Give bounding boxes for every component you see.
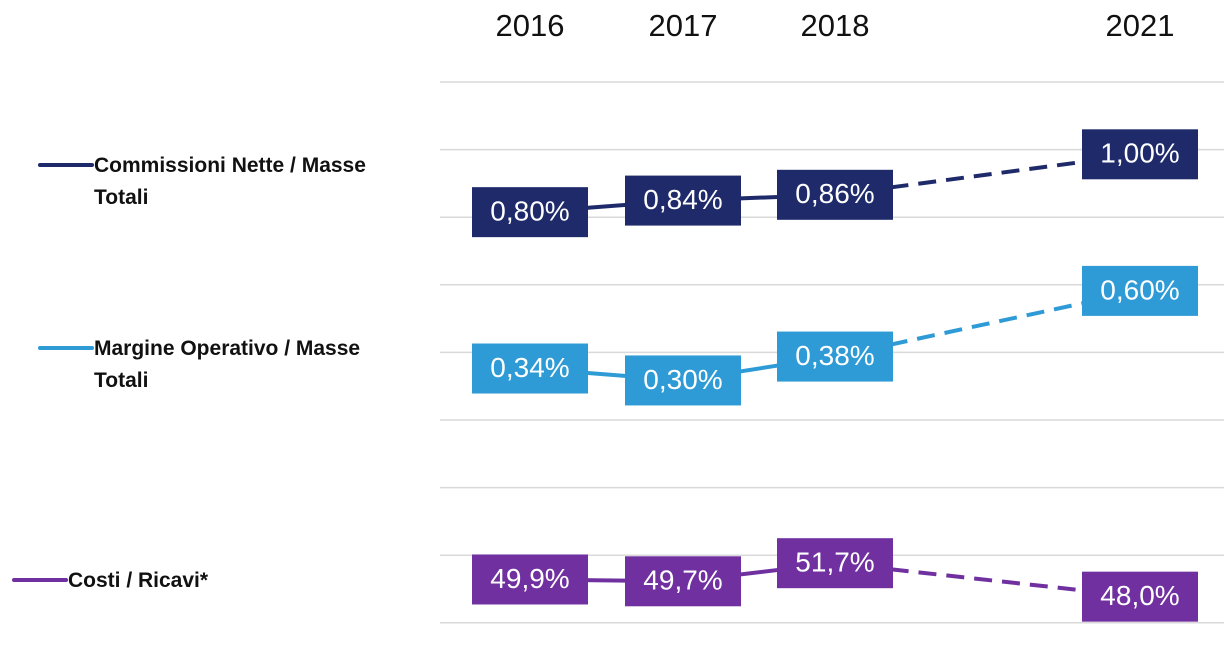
data-label: 0,80% [490, 196, 569, 227]
data-label: 0,38% [795, 340, 874, 371]
data-label-box [472, 343, 588, 394]
data-label-box [472, 187, 588, 238]
data-label-box [472, 554, 588, 605]
data-label: 0,30% [643, 364, 722, 395]
data-label-box [777, 169, 893, 220]
data-label-box [625, 355, 741, 406]
data-label: 49,9% [490, 563, 569, 594]
data-label-box [1082, 571, 1198, 622]
data-label: 1,00% [1100, 138, 1179, 169]
x-tick-label: 2016 [496, 8, 565, 43]
legend-label: Margine Operativo / Masse Totali [94, 337, 361, 392]
data-label-box [625, 556, 741, 607]
legend-swatch [38, 346, 94, 350]
legend-item: Margine Operativo / Masse Totali [38, 333, 394, 397]
data-label: 48,0% [1100, 580, 1179, 611]
x-tick-label: 2017 [649, 8, 718, 43]
data-label-box [777, 538, 893, 589]
legend-label: Costi / Ricavi* [68, 569, 209, 592]
data-label-box [1082, 265, 1198, 316]
legend-item: Commissioni Nette / Masse Totali [38, 150, 394, 214]
data-label-box [625, 175, 741, 226]
legend-item: Costi / Ricavi* [12, 565, 368, 597]
data-label: 51,7% [795, 547, 874, 578]
legend-label: Commissioni Nette / Masse Totali [94, 154, 366, 209]
data-label-box [777, 331, 893, 382]
x-tick-label: 2021 [1106, 8, 1175, 43]
data-label: 0,34% [490, 352, 569, 383]
data-label: 49,7% [643, 565, 722, 596]
data-label-box [1082, 129, 1198, 180]
legend-swatch [38, 163, 94, 167]
x-tick-label: 2018 [801, 8, 870, 43]
data-label: 0,84% [643, 184, 722, 215]
data-label: 0,86% [795, 178, 874, 209]
legend-swatch [12, 578, 68, 582]
data-label: 0,60% [1100, 274, 1179, 305]
